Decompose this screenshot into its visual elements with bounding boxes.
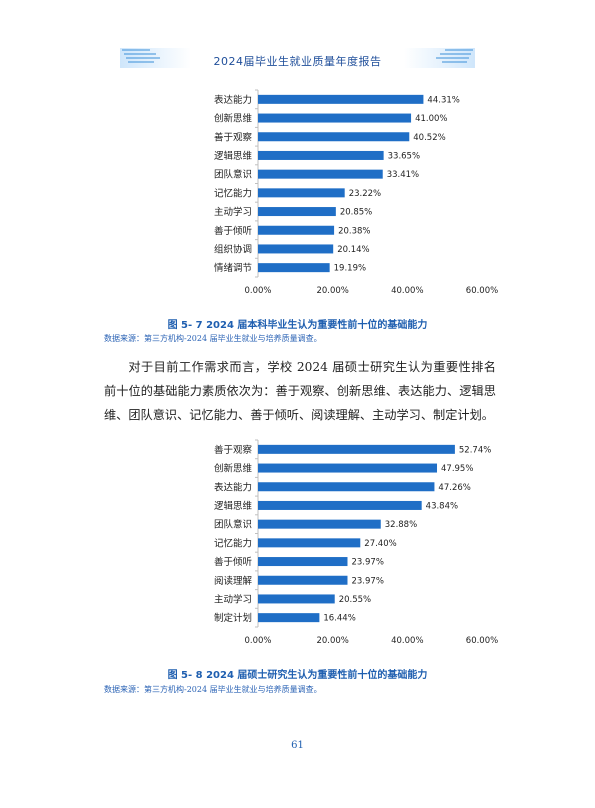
category-label-0: 善于观察 <box>214 444 253 456</box>
bar-0 <box>258 444 455 454</box>
value-label-6: 23.97% <box>351 558 383 568</box>
value-label-0: 44.31% <box>427 95 459 105</box>
bar-9 <box>258 613 320 623</box>
figure-caption-1: 图 5- 7 2024 届本科毕业生认为重要性前十位的基础能力 <box>167 320 428 331</box>
category-label-9: 制定计划 <box>214 612 252 624</box>
value-label-9: 16.44% <box>323 614 355 624</box>
category-label-2: 表达能力 <box>214 481 252 493</box>
page-number: 61 <box>291 740 304 751</box>
value-label-7: 23.97% <box>351 576 383 586</box>
bar-6 <box>258 557 348 567</box>
bar-5 <box>258 188 345 198</box>
chart-undergraduate-abilities: 表达能力 44.31% 创新思维 41.00% 善于观察 40.52% 逻辑思维 33.65%… <box>200 88 498 303</box>
bar-2 <box>258 132 410 142</box>
value-label-9: 19.19% <box>334 264 366 274</box>
bar-1 <box>258 463 438 473</box>
category-label-8: 主动学习 <box>214 593 252 605</box>
category-label-8: 组织协调 <box>214 243 252 255</box>
bar-7 <box>258 225 335 235</box>
bar-6 <box>258 207 336 217</box>
chart-master-abilities: 善于观察 52.74% 创新思维 47.95% 表达能力 47.26% 逻辑思维 43.84%… <box>200 438 498 653</box>
value-label-0: 52.74% <box>459 445 491 455</box>
bar-4 <box>258 519 381 529</box>
value-label-2: 47.26% <box>438 483 470 493</box>
category-label-7: 阅读理解 <box>214 575 253 587</box>
category-label-9: 情绪调节 <box>214 262 252 274</box>
value-label-5: 23.22% <box>349 189 381 199</box>
value-label-4: 32.88% <box>385 520 417 530</box>
bar-0 <box>258 94 424 104</box>
bar-4 <box>258 169 383 179</box>
header-banner <box>120 48 475 68</box>
x-tick-label-3: 60.00% <box>466 636 498 646</box>
bar-5 <box>258 538 361 548</box>
bar-8 <box>258 244 334 254</box>
category-label-3: 逻辑思维 <box>214 500 253 512</box>
value-label-3: 43.84% <box>426 501 458 511</box>
category-label-3: 逻辑思维 <box>214 150 253 162</box>
category-label-4: 团队意识 <box>214 169 252 181</box>
category-label-6: 主动学习 <box>214 206 252 218</box>
value-label-2: 40.52% <box>413 133 445 143</box>
bar-8 <box>258 594 335 604</box>
value-label-7: 20.38% <box>338 226 370 236</box>
category-label-1: 创新思维 <box>214 463 253 475</box>
category-label-1: 创新思维 <box>214 113 253 125</box>
value-label-1: 41.00% <box>415 114 447 124</box>
bar-chart-2: 善于观察 52.74% 创新思维 47.95% 表达能力 47.26% 逻辑思维 43.84%… <box>214 439 498 646</box>
bar-chart-1: 表达能力 44.31% 创新思维 41.00% 善于观察 40.52% 逻辑思维 33.65%… <box>214 89 498 296</box>
category-label-5: 记忆能力 <box>214 537 252 549</box>
category-label-7: 善于倾听 <box>214 225 253 237</box>
category-label-0: 表达能力 <box>214 94 252 106</box>
x-tick-label-2: 40.00% <box>391 636 423 646</box>
value-label-5: 27.40% <box>364 539 396 549</box>
bar-1 <box>258 113 412 123</box>
category-label-5: 记忆能力 <box>214 187 252 199</box>
value-label-6: 20.85% <box>340 208 372 218</box>
bar-2 <box>258 482 435 492</box>
bar-9 <box>258 263 330 273</box>
value-label-8: 20.14% <box>337 245 369 255</box>
figure-source-1: 数据来源：第三方机构-2024 届毕业生就业与培养质量调查。 <box>104 334 322 343</box>
value-label-1: 47.95% <box>441 464 473 474</box>
x-tick-label-1: 20.00% <box>316 636 348 646</box>
x-tick-label-0: 0.00% <box>244 636 271 646</box>
figure-source-2: 数据来源：第三方机构-2024 届毕业生就业与培养质量调查。 <box>104 685 322 694</box>
body-paragraph: 对于目前工作需求而言，学校 2024 届硕士研究生认为重要性排名前十位的基础能力… <box>104 360 496 422</box>
x-tick-label-0: 0.00% <box>244 286 271 296</box>
value-label-3: 33.65% <box>388 151 420 161</box>
bar-3 <box>258 150 384 160</box>
x-tick-label-3: 60.00% <box>466 286 498 296</box>
category-label-4: 团队意识 <box>214 519 252 531</box>
x-tick-label-1: 20.00% <box>316 286 348 296</box>
category-label-6: 善于倾听 <box>214 556 253 568</box>
header-title: 2024届毕业生就业质量年度报告 <box>213 55 382 68</box>
category-label-2: 善于观察 <box>214 131 253 143</box>
figure-caption-2: 图 5- 8 2024 届硕士研究生认为重要性前十位的基础能力 <box>167 670 428 681</box>
value-label-8: 20.55% <box>339 595 371 605</box>
bar-7 <box>258 575 348 585</box>
x-tick-label-2: 40.00% <box>391 286 423 296</box>
value-label-4: 33.41% <box>387 170 419 180</box>
bar-3 <box>258 500 422 510</box>
